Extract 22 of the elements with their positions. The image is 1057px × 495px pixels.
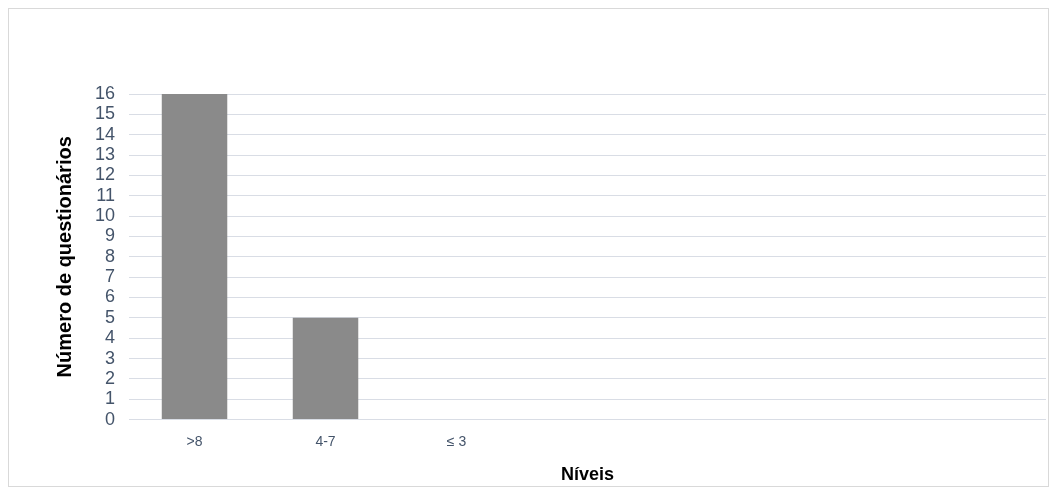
y-tick-label: 11	[96, 184, 116, 205]
y-axis-title: Número de questionários	[52, 136, 75, 378]
x-tick-label: 4-7	[315, 432, 336, 449]
x-tick-label: >8	[186, 432, 203, 449]
x-axis-title: Níveis	[560, 464, 615, 485]
y-tick-label: 2	[105, 367, 116, 388]
y-tick-label: 5	[105, 306, 116, 327]
y-tick-label: 0	[105, 408, 116, 429]
y-tick-label: 12	[94, 164, 116, 185]
x-tick-label: ≤ 3	[446, 432, 467, 449]
y-tick-label: 9	[105, 225, 116, 246]
y-tick-label: 16	[94, 82, 116, 103]
y-tick-label: 4	[105, 327, 116, 348]
y-tick-label: 1	[105, 388, 116, 409]
y-tick-label: 14	[94, 123, 116, 144]
y-tick-label: 7	[105, 266, 116, 287]
y-tick-label: 8	[105, 245, 116, 266]
y-tick-label: 13	[94, 144, 116, 165]
y-tick-label: 15	[94, 103, 116, 124]
y-tick-label: 6	[105, 286, 116, 307]
y-tick-label: 10	[94, 205, 116, 226]
y-tick-label: 3	[105, 347, 116, 368]
